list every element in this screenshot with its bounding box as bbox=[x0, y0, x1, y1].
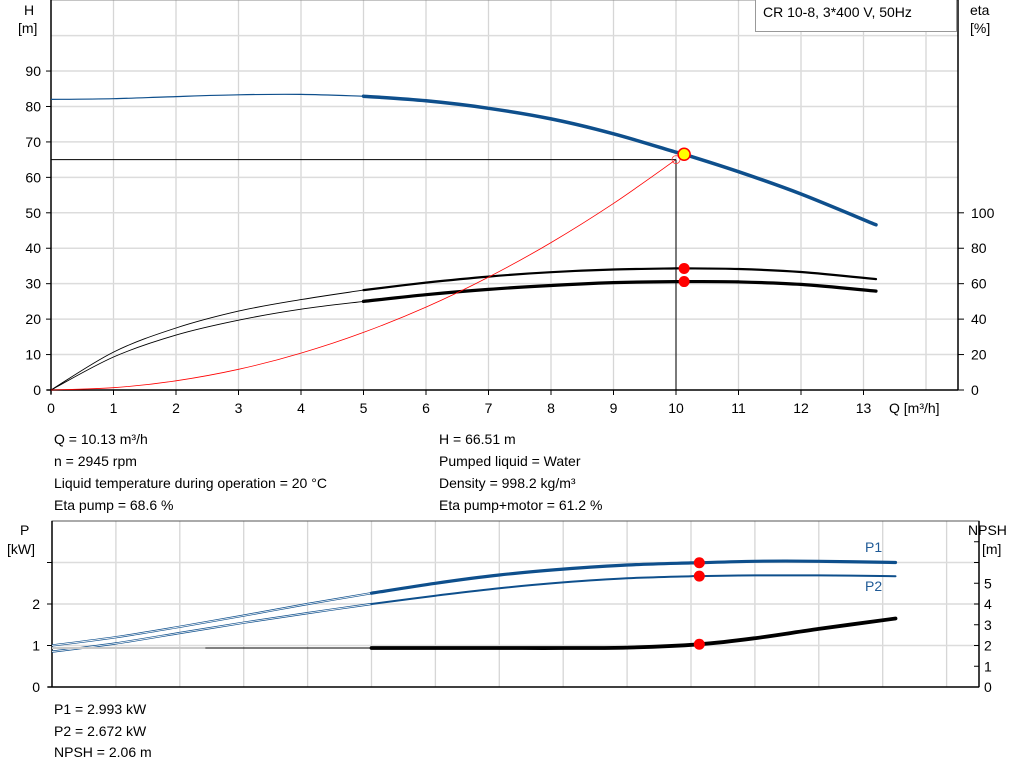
q-tick-label: 1 bbox=[110, 400, 118, 416]
head-curve-extended bbox=[50, 93, 364, 100]
pumped-liquid-value: Pumped liquid = Water bbox=[439, 453, 581, 469]
p-axis-unit: [kW] bbox=[7, 541, 35, 557]
q-tick-label: 10 bbox=[668, 400, 684, 416]
h-tick-label: 90 bbox=[25, 63, 41, 79]
plot-border bbox=[50, 0, 959, 391]
p1-duty-point bbox=[693, 557, 705, 569]
npsh-tick-label: 5 bbox=[984, 575, 992, 591]
q-tick-label: 3 bbox=[235, 400, 243, 416]
h-tick-label: 20 bbox=[25, 311, 41, 327]
h-tick-label: 80 bbox=[25, 98, 41, 114]
plot-border bbox=[51, 520, 980, 688]
eta-pump-motor-duty-point bbox=[678, 276, 690, 288]
eta-pump-curve-extended bbox=[50, 289, 364, 391]
h-axis-label: H bbox=[24, 2, 35, 18]
eta-tick-label: 40 bbox=[971, 311, 987, 327]
h-axis-unit: [m] bbox=[18, 20, 38, 36]
duty-point-marker bbox=[677, 147, 691, 162]
q-tick-label: 2 bbox=[172, 400, 180, 416]
p1-curve-extended-inner bbox=[51, 592, 372, 646]
eta-tick-label: 0 bbox=[971, 382, 979, 398]
speed-value: n = 2945 rpm bbox=[54, 453, 137, 469]
p2-curve-extended-inner bbox=[51, 603, 372, 653]
duty-info-right: H = 66.51 m Pumped liquid = Water Densit… bbox=[439, 428, 602, 516]
p-tick-label: 2 bbox=[32, 596, 40, 612]
density-value: Density = 998.2 kg/m³ bbox=[439, 475, 576, 491]
p-axis-label: P bbox=[20, 522, 30, 538]
q-tick-label: 4 bbox=[297, 400, 305, 416]
h-tick-label: 10 bbox=[25, 347, 41, 363]
eta-pump-value: Eta pump = 68.6 % bbox=[54, 497, 174, 513]
p2-curve-label: P2 bbox=[865, 578, 883, 594]
p1-value: P1 = 2.993 kW bbox=[54, 701, 147, 717]
p-tick-label: 1 bbox=[32, 638, 40, 654]
p-tick-label: 0 bbox=[32, 679, 40, 695]
p1-curve-extended-outer bbox=[51, 592, 372, 647]
eta-pump-duty-point bbox=[678, 262, 690, 274]
npsh-axis-label: NPSH bbox=[968, 522, 1007, 538]
p2-value: P2 = 2.672 kW bbox=[54, 722, 147, 739]
q-tick-label: 6 bbox=[422, 400, 430, 416]
npsh-axis-unit: [m] bbox=[982, 541, 1002, 557]
h-tick-label: 30 bbox=[25, 276, 41, 292]
npsh-tick-label: 4 bbox=[984, 596, 992, 612]
p2-duty-point bbox=[693, 570, 705, 582]
q-tick-label: 8 bbox=[547, 400, 555, 416]
eta-tick-label: 20 bbox=[971, 347, 987, 363]
h-tick-label: 0 bbox=[33, 382, 41, 398]
eta-pump-motor-curve bbox=[361, 279, 878, 303]
npsh-tick-label: 3 bbox=[984, 617, 992, 633]
pump-legend: CR 10-8, 3*400 V, 50Hz bbox=[755, 0, 957, 32]
q-axis-label: Q [m³/h] bbox=[889, 400, 940, 416]
head-value: H = 66.51 m bbox=[439, 431, 516, 447]
eta-tick-label: 100 bbox=[971, 205, 995, 221]
h-tick-label: 40 bbox=[25, 240, 41, 256]
p1-curve bbox=[369, 559, 898, 595]
h-tick-label: 70 bbox=[25, 134, 41, 150]
h-tick-label: 50 bbox=[25, 205, 41, 221]
liquid-temperature-value: Liquid temperature during operation = 20… bbox=[54, 475, 327, 491]
pump-model-label: CR 10-8, 3*400 V, 50Hz bbox=[763, 4, 912, 20]
npsh-tick-label: 1 bbox=[984, 658, 992, 674]
npsh-curve bbox=[369, 616, 898, 650]
eta-pump-motor-curve-extended bbox=[50, 300, 364, 391]
npsh-tick-label: 0 bbox=[984, 679, 992, 695]
npsh-value: NPSH = 2.06 m bbox=[54, 744, 152, 760]
eta-pump-curve bbox=[362, 267, 878, 292]
q-tick-label: 0 bbox=[47, 400, 55, 416]
head-curve bbox=[361, 94, 878, 227]
flow-value: Q = 10.13 m³/h bbox=[54, 431, 148, 447]
power-info: P1 = 2.993 kW P2 = 2.672 kW NPSH = 2.06 … bbox=[54, 699, 152, 764]
duty-info-left: Q = 10.13 m³/h n = 2945 rpm Liquid tempe… bbox=[54, 428, 327, 516]
eta-axis-label: eta bbox=[970, 2, 990, 18]
h-tick-label: 60 bbox=[25, 169, 41, 185]
q-tick-label: 5 bbox=[360, 400, 368, 416]
q-tick-label: 7 bbox=[485, 400, 493, 416]
eta-pump-motor-value: Eta pump+motor = 61.2 % bbox=[439, 497, 603, 513]
system-curve bbox=[50, 159, 677, 391]
q-tick-label: 11 bbox=[731, 400, 746, 416]
eta-axis-unit: [%] bbox=[970, 20, 991, 36]
p2-curve bbox=[370, 574, 897, 605]
q-tick-label: 9 bbox=[610, 400, 618, 416]
npsh-tick-label: 2 bbox=[984, 638, 992, 654]
npsh-duty-point bbox=[693, 638, 705, 650]
eta-tick-label: 80 bbox=[971, 240, 987, 256]
p1-curve-label: P1 bbox=[865, 539, 883, 555]
q-tick-label: 13 bbox=[856, 400, 872, 416]
q-tick-label: 12 bbox=[793, 400, 809, 416]
required-duty-point-marker bbox=[671, 155, 681, 165]
p2-curve-extended-outer bbox=[51, 602, 372, 653]
eta-tick-label: 60 bbox=[971, 276, 987, 292]
